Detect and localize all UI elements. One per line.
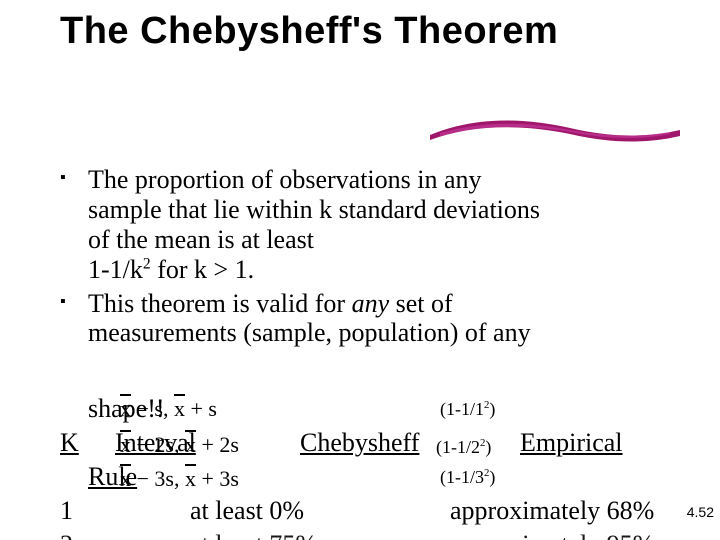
bullet-2-line2: measurements (sample, population) of any [88,318,531,347]
interval-1: x − s, x + s [120,392,217,426]
cheby-3: (1-1/32) [440,460,495,494]
title-text: The Chebysheff's Theorem [60,10,558,52]
b2-italic: any [352,289,390,318]
overlap-line-1: K Interval x − 2s, x + 2s Chebysheff (1-… [60,426,690,460]
row2-emp: approximately 95% [450,528,654,540]
bullet-1-line2: sample that lie within k standard deviat… [88,195,540,224]
cheby2-pre: (1-1/2 [436,437,480,457]
cheby3-pre: (1-1/3 [440,467,484,487]
overlap-region: shape!! x − s, x + s (1-1/12) K Interval… [60,392,690,540]
formula-exp: 2 [143,255,151,272]
slide-title: The Chebysheff's Theorem [60,10,558,54]
row2-cheby: at least 75% [190,528,317,540]
overlap-line-0: shape!! x − s, x + s (1-1/12) [60,392,690,426]
cheby3-post: ) [489,467,495,487]
swoosh-graphic [430,110,680,150]
bullet-1-line1: The proportion of observations in any [88,165,482,194]
formula-prefix: 1-1/k [88,255,143,284]
formula-suffix: for k > 1. [151,255,254,284]
row1-cheby: at least 0% [190,494,304,528]
bullet-1-line3: of the mean is at least [88,225,314,254]
row1-k: 1 [60,494,73,528]
b2-pre: This theorem is valid for [88,289,352,318]
cheby1-pre: (1-1/1 [440,399,484,419]
cheby1-post: ) [489,399,495,419]
overlap-line-4: 2 at least 75% approximately 95% [60,528,690,540]
row1-emp: approximately 68% [450,494,654,528]
b2-post: set of [389,289,453,318]
cheby2-post: ) [485,437,491,457]
bullet-1: The proportion of observations in any sa… [60,165,690,285]
overlap-line-2: Rule x − 3s, x + 3s (1-1/32) [60,460,690,494]
bullet-2: This theorem is valid for any set of mea… [60,289,690,349]
cheby-1: (1-1/12) [440,392,495,426]
interval-3: x − 3s, x + 3s [120,462,239,496]
cheby-2: (1-1/22) [436,430,491,464]
interval-2: x − 2s, x + 2s [120,428,239,462]
hdr-k: K [60,426,79,460]
row2-k: 2 [60,528,73,540]
page-number: 4.52 [687,504,714,520]
body-content: The proportion of observations in any sa… [60,165,690,352]
overlap-line-3: 1 at least 0% approximately 68% [60,494,690,528]
slide: The Chebysheff's Theorem The proportion … [0,0,720,540]
hdr-cheby: Chebysheff [300,426,419,460]
hdr-emp: Empirical [520,426,623,460]
bullet-2-line1: This theorem is valid for any set of [88,289,453,318]
bullet-1-formula: 1-1/k2 for k > 1. [88,255,254,284]
